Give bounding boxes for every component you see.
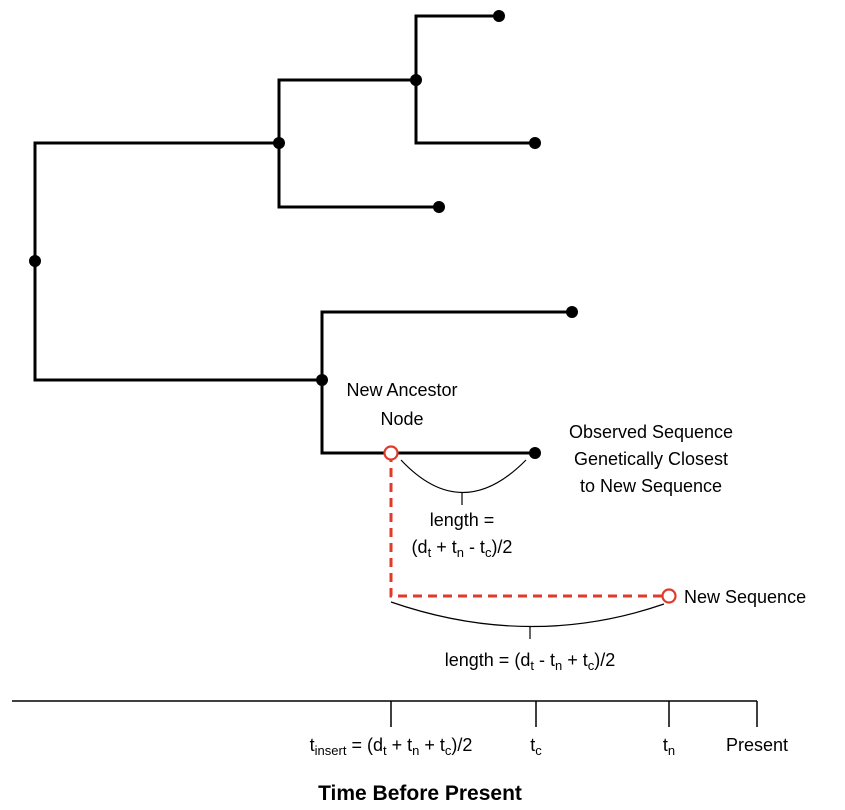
clade-b-bottom-branch	[320, 378, 537, 455]
tree-nodes	[29, 10, 677, 604]
tick-label-present: Present	[726, 735, 788, 755]
internal-node	[273, 137, 285, 149]
internal-node	[316, 374, 328, 386]
length-formula-upper: (dt + tn - tc)/2	[412, 537, 513, 560]
tick-label-t-n: tn	[663, 735, 675, 758]
time-axis: tinsert = (dt + tn + tc)/2 tc tn Present…	[12, 700, 788, 805]
length-brace-lower	[390, 601, 665, 628]
leaf-node	[493, 10, 505, 22]
length-label-upper: length =	[430, 510, 495, 530]
clade-a-branch	[277, 78, 418, 145]
new-sequence-node	[661, 588, 677, 604]
observed-sequence-label-line2: Genetically Closest	[574, 449, 728, 469]
tick-label-t-c: tc	[530, 735, 542, 758]
length-brace-upper	[400, 459, 527, 493]
new-sequence-label: New Sequence	[684, 587, 806, 607]
new-ancestor-node	[383, 445, 399, 461]
leaf-node	[566, 306, 578, 318]
clade-a1-top-branch	[414, 14, 501, 82]
root-node	[29, 255, 41, 267]
observed-sequence-node	[529, 447, 541, 459]
observed-sequence-label: Observed Sequence	[569, 422, 733, 442]
length-formula-lower: length = (dt - tn + tc)/2	[445, 650, 615, 673]
clade-b-top-branch	[320, 310, 574, 382]
root-branch	[33, 141, 281, 263]
new-sequence-branch	[389, 453, 664, 598]
root-lower-branch	[33, 259, 324, 382]
new-ancestor-label: New Ancestor	[346, 380, 457, 400]
internal-node	[410, 74, 422, 86]
tick-label-t-insert: tinsert = (dt + tn + tc)/2	[310, 735, 473, 758]
clade-a-leaf-branch	[277, 141, 441, 209]
clade-a1-bottom-branch	[414, 78, 537, 145]
tree-branches	[33, 14, 574, 455]
observed-sequence-label-line3: to New Sequence	[580, 476, 722, 496]
axis-title: Time Before Present	[318, 782, 522, 805]
leaf-node	[529, 137, 541, 149]
leaf-node	[433, 201, 445, 213]
new-ancestor-label-line2: Node	[380, 409, 423, 429]
